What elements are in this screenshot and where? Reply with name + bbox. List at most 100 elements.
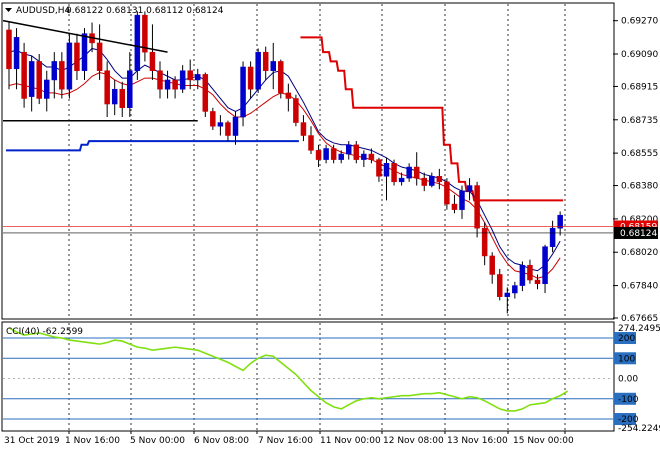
cci-level-tag	[614, 352, 636, 365]
trendlines	[2, 19, 198, 122]
candle	[104, 61, 110, 118]
time-tick-label: 12 Nov 08:00	[383, 436, 444, 446]
candle-body	[210, 111, 216, 127]
time-axis: 31 Oct 2019 1 Nov 16:00 5 Nov 00:00 6 Nov 0…	[4, 431, 574, 446]
candle	[240, 61, 246, 127]
candle-body	[59, 61, 65, 90]
channel-lines	[6, 36, 564, 202]
candle	[549, 220, 556, 253]
candle-body	[391, 163, 397, 183]
candle-body	[406, 166, 412, 179]
candle	[519, 261, 526, 292]
candle	[232, 111, 239, 145]
price-tick-label: 0.68735	[621, 116, 658, 126]
time-tick-label: 7 Nov 16:00	[258, 436, 313, 446]
ohlc-values: 0.68122 0.68131 0.68112 0.68124	[66, 6, 224, 16]
candle	[36, 54, 42, 105]
candle	[74, 33, 80, 80]
candle-body	[376, 159, 382, 177]
candle-body	[361, 153, 367, 160]
candle	[315, 144, 322, 168]
candle	[6, 22, 12, 90]
candle-body	[481, 227, 488, 257]
candle-body	[6, 29, 12, 70]
candle	[28, 55, 35, 112]
candle-body	[51, 61, 58, 81]
candle	[149, 24, 156, 80]
candle	[429, 172, 435, 188]
candle	[44, 70, 50, 112]
candle-body	[195, 74, 201, 81]
candle-body	[232, 116, 239, 136]
time-tick-label: 11 Nov 00:00	[320, 436, 381, 446]
time-tick-label: 6 Nov 08:00	[194, 436, 249, 446]
candle-body	[96, 42, 103, 71]
candle-body	[270, 61, 276, 71]
candle-body	[179, 70, 186, 90]
candle-body	[444, 181, 450, 205]
indicator-panel-border	[1, 321, 615, 432]
candle	[195, 68, 201, 90]
candle-body	[512, 285, 518, 294]
candle-body	[323, 148, 329, 160]
cci-levels	[3, 332, 636, 426]
candle-body	[466, 185, 473, 192]
candle-body	[436, 176, 443, 183]
candle	[270, 42, 276, 90]
candle	[308, 126, 314, 155]
candle-body	[119, 88, 125, 108]
candle-body	[28, 61, 35, 97]
candle	[527, 259, 533, 284]
candle-body	[474, 185, 480, 229]
cci-line-group	[8, 327, 569, 412]
candle-body	[247, 66, 254, 90]
candle	[376, 157, 382, 182]
channel-lower-line	[6, 140, 299, 152]
candle-body	[421, 177, 427, 186]
time-tick-label: 31 Oct 2019	[4, 436, 60, 446]
cci-tick-label: 274.2495	[618, 324, 660, 334]
candle-body	[142, 14, 148, 53]
candle-body	[36, 61, 42, 99]
candle	[512, 281, 518, 299]
candle-body	[549, 227, 556, 247]
channel-upper-line	[300, 36, 564, 202]
cci-level-tag	[614, 392, 636, 405]
candle-body	[534, 279, 541, 284]
candle	[474, 181, 480, 238]
cci-line	[8, 327, 569, 412]
price-axis: 0.69270 0.69090 0.68915 0.68735 0.68555 0.683…	[613, 17, 658, 324]
symbol-dropdown-icon[interactable]	[5, 8, 12, 12]
candle-body	[74, 42, 80, 71]
candle-body	[459, 190, 465, 210]
candle	[383, 157, 390, 201]
cci-tick-label: 100	[618, 354, 635, 364]
candle-body	[542, 246, 548, 284]
candle-body	[429, 176, 435, 186]
candle-body	[497, 274, 503, 297]
candle	[338, 150, 344, 164]
cci-tick-label: -200	[618, 415, 639, 425]
candle-body	[293, 98, 299, 123]
candle	[51, 52, 58, 99]
candle-body	[202, 74, 209, 112]
candle-body	[451, 203, 458, 210]
candle-body	[413, 166, 420, 179]
cci-level-tag	[614, 332, 636, 345]
candle-body	[489, 255, 495, 275]
candle	[444, 178, 450, 210]
candle	[398, 172, 405, 186]
cci-label: CCI(40) -62.2599	[6, 327, 83, 337]
candle-body	[134, 14, 141, 71]
candle-body	[398, 177, 405, 183]
price-tick-label: 0.68020	[621, 248, 658, 258]
candle-body	[285, 92, 292, 99]
price-panel-border	[1, 2, 615, 320]
candle-body	[353, 144, 360, 160]
candle	[59, 52, 65, 99]
candle	[172, 76, 178, 99]
price-tick-label: 0.68380	[621, 182, 658, 192]
